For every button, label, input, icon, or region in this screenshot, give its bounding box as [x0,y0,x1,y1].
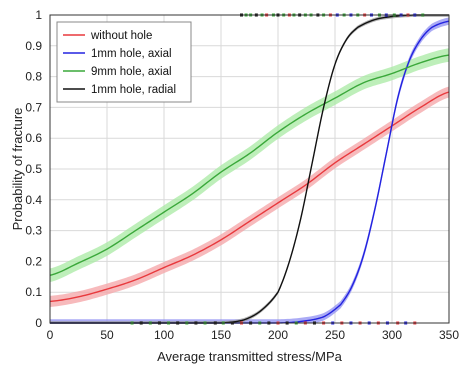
x-axis-title: Average transmitted stress/MPa [157,349,342,364]
x-tick-label: 150 [211,328,231,342]
series-line-3 [50,14,449,324]
y-tick-label: 0.5 [25,162,42,176]
series-line-2 [49,54,450,276]
y-tick-label: 0.9 [25,39,42,53]
plot-frame [49,14,450,324]
x-axis-ticks: 0 50 100 150 200 250 300 350 [47,328,460,342]
legend-label: 1mm hole, axial [91,48,172,60]
y-axis-title: Probability of fracture [10,108,25,231]
series-line-1 [50,20,450,324]
legend-label: 9mm hole, axial [91,66,172,78]
x-tick-label: 350 [439,328,459,342]
band-2 [50,48,449,283]
legend-label: 1mm hole, radial [91,84,176,96]
series-line-0 [49,91,450,303]
y-tick-label: 1 [35,8,42,22]
y-tick-label: 0.7 [25,100,42,114]
y-tick-label: 0 [35,316,42,330]
x-tick-label: 0 [47,328,54,342]
y-tick-label: 0.4 [25,193,42,207]
y-axis-ticks: 0 0.1 0.2 0.3 0.4 0.5 0.6 0.7 0.8 0.9 1 [25,8,42,330]
x-tick-label: 300 [382,328,402,342]
x-tick-label: 50 [100,328,114,342]
legend-label: without hole [90,30,152,42]
y-tick-label: 0.3 [25,224,42,238]
y-tick-label: 0.1 [25,285,42,299]
series-lines [49,14,450,324]
x-tick-label: 250 [325,328,345,342]
y-tick-label: 0.2 [25,254,42,268]
x-tick-label: 100 [154,328,174,342]
confidence-bands [50,15,449,324]
legend: without hole 1mm hole, axial 9mm hole, axi… [56,21,192,103]
y-tick-label: 0.8 [25,70,42,84]
y-tick-label: 0.6 [25,131,42,145]
x-tick-label: 200 [268,328,288,342]
